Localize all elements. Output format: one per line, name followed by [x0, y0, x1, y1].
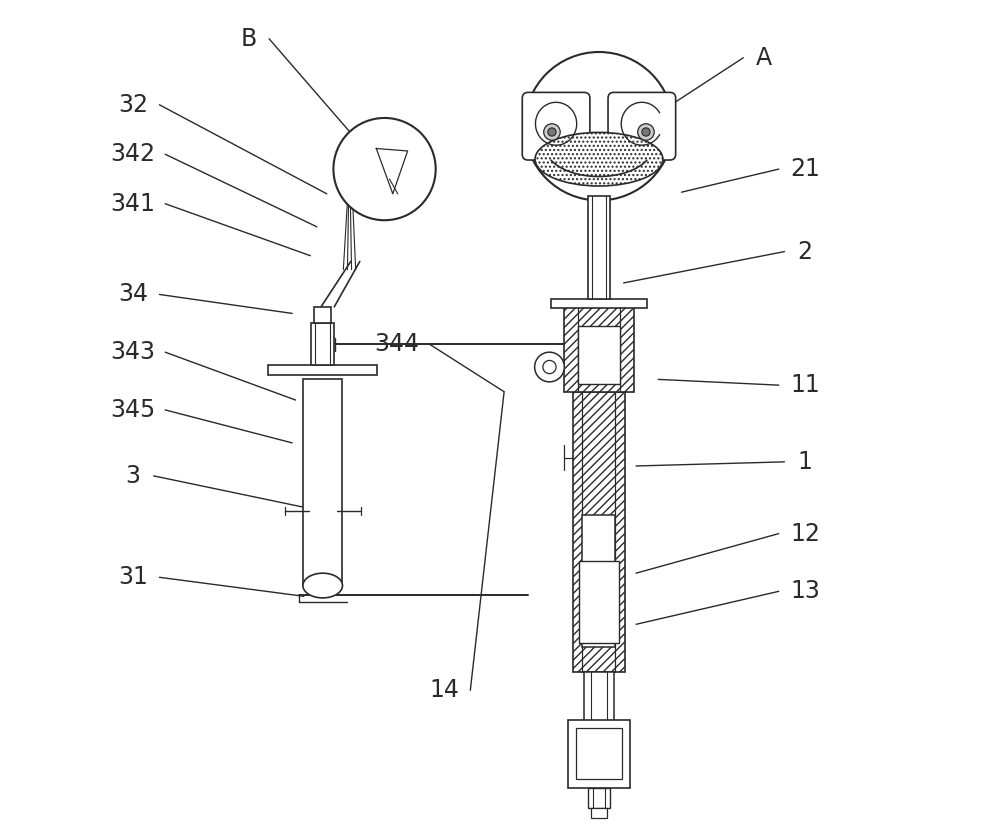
Bar — [315, 323, 330, 365]
Text: B: B — [240, 27, 257, 51]
FancyBboxPatch shape — [522, 92, 590, 160]
FancyBboxPatch shape — [608, 92, 676, 160]
Circle shape — [548, 128, 556, 136]
Circle shape — [543, 361, 556, 374]
Text: A: A — [756, 46, 772, 70]
Bar — [582, 516, 615, 647]
Text: 31: 31 — [118, 566, 148, 589]
Text: 344: 344 — [374, 332, 419, 356]
Bar — [588, 197, 610, 299]
Bar — [573, 392, 625, 672]
Circle shape — [638, 124, 654, 140]
Text: 342: 342 — [111, 142, 156, 167]
Ellipse shape — [303, 573, 342, 598]
Text: 1: 1 — [798, 450, 813, 474]
Bar — [309, 390, 337, 493]
Bar — [564, 305, 634, 392]
Bar — [584, 672, 614, 721]
Text: 21: 21 — [790, 157, 820, 181]
Text: 13: 13 — [790, 579, 820, 603]
Text: 14: 14 — [429, 678, 459, 702]
Text: 34: 34 — [118, 282, 148, 307]
Bar — [576, 728, 622, 780]
Text: 345: 345 — [110, 398, 156, 421]
Text: 12: 12 — [790, 521, 820, 546]
Circle shape — [525, 52, 673, 201]
Circle shape — [535, 352, 564, 382]
Bar — [268, 365, 377, 376]
Circle shape — [642, 128, 650, 136]
Ellipse shape — [535, 132, 663, 186]
Text: 343: 343 — [111, 340, 156, 364]
Bar — [591, 808, 607, 818]
Text: 11: 11 — [790, 373, 820, 397]
Text: 2: 2 — [798, 240, 813, 263]
Bar — [314, 307, 331, 323]
Bar — [579, 561, 619, 643]
Circle shape — [333, 118, 436, 220]
Text: 3: 3 — [126, 464, 141, 488]
Bar — [303, 379, 342, 586]
Bar — [568, 720, 630, 787]
Text: 341: 341 — [111, 192, 155, 216]
Bar — [588, 787, 610, 808]
Bar — [316, 307, 329, 332]
Bar — [551, 299, 647, 308]
Text: 32: 32 — [118, 92, 148, 117]
Bar — [311, 323, 334, 365]
Bar — [578, 326, 620, 383]
Circle shape — [544, 124, 560, 140]
